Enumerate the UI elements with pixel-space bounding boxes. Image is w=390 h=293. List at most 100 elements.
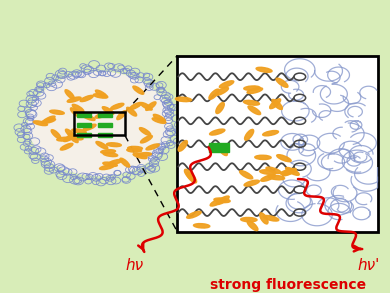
Bar (74, 113, 125, 135)
Text: hν': hν' (357, 258, 379, 272)
Ellipse shape (80, 95, 93, 102)
Ellipse shape (146, 144, 159, 150)
Ellipse shape (210, 198, 224, 206)
Ellipse shape (106, 143, 121, 146)
Ellipse shape (260, 213, 268, 224)
Ellipse shape (187, 173, 197, 183)
Ellipse shape (187, 211, 201, 218)
Bar (98, 123, 112, 127)
Ellipse shape (93, 94, 108, 98)
Ellipse shape (33, 121, 48, 126)
Ellipse shape (51, 130, 61, 139)
Ellipse shape (282, 168, 296, 176)
Ellipse shape (65, 90, 74, 99)
Ellipse shape (260, 170, 276, 174)
Ellipse shape (67, 97, 81, 102)
Ellipse shape (285, 168, 299, 175)
Ellipse shape (60, 143, 73, 150)
Ellipse shape (133, 154, 147, 159)
Ellipse shape (108, 159, 122, 165)
Ellipse shape (178, 141, 188, 151)
Ellipse shape (193, 224, 210, 228)
Ellipse shape (209, 89, 219, 99)
Ellipse shape (216, 103, 224, 114)
Ellipse shape (145, 102, 156, 110)
Circle shape (29, 72, 170, 176)
Ellipse shape (140, 128, 151, 135)
Ellipse shape (96, 90, 107, 98)
Ellipse shape (243, 100, 259, 105)
Ellipse shape (219, 81, 234, 88)
Text: hν: hν (126, 258, 144, 272)
Ellipse shape (269, 99, 281, 109)
Ellipse shape (280, 169, 296, 175)
Ellipse shape (263, 131, 278, 136)
Ellipse shape (214, 198, 230, 202)
Ellipse shape (215, 87, 229, 95)
Ellipse shape (133, 86, 144, 94)
Ellipse shape (263, 215, 279, 221)
Ellipse shape (245, 130, 254, 140)
Ellipse shape (137, 153, 151, 156)
Ellipse shape (268, 175, 285, 180)
Ellipse shape (266, 167, 281, 173)
Ellipse shape (152, 118, 166, 123)
Ellipse shape (128, 146, 142, 150)
Ellipse shape (140, 103, 152, 110)
Bar (98, 133, 112, 137)
Ellipse shape (241, 217, 257, 222)
Ellipse shape (102, 107, 114, 114)
Ellipse shape (99, 165, 114, 170)
Ellipse shape (68, 134, 78, 143)
Ellipse shape (57, 137, 71, 141)
Ellipse shape (272, 99, 282, 110)
Ellipse shape (127, 149, 142, 152)
Ellipse shape (176, 97, 191, 102)
Ellipse shape (276, 78, 288, 87)
Ellipse shape (256, 67, 272, 72)
Ellipse shape (244, 180, 259, 186)
Ellipse shape (95, 113, 108, 118)
Ellipse shape (184, 169, 194, 180)
Bar (77, 133, 91, 137)
Ellipse shape (83, 124, 96, 131)
Ellipse shape (50, 110, 64, 114)
Bar (77, 123, 91, 127)
Ellipse shape (120, 158, 130, 167)
Ellipse shape (71, 108, 80, 117)
Ellipse shape (277, 155, 291, 162)
Ellipse shape (261, 175, 275, 181)
Ellipse shape (96, 142, 108, 149)
Ellipse shape (66, 129, 75, 138)
Ellipse shape (127, 107, 136, 116)
Ellipse shape (72, 104, 84, 112)
Ellipse shape (41, 118, 55, 123)
Ellipse shape (255, 155, 271, 159)
Ellipse shape (72, 129, 86, 133)
Ellipse shape (111, 103, 124, 109)
Ellipse shape (247, 88, 262, 93)
Ellipse shape (248, 106, 261, 115)
Ellipse shape (153, 114, 165, 122)
Ellipse shape (101, 150, 115, 154)
Ellipse shape (69, 136, 83, 140)
Ellipse shape (64, 134, 75, 142)
Text: strong fluorescence: strong fluorescence (210, 277, 366, 292)
Ellipse shape (117, 110, 126, 120)
Ellipse shape (82, 114, 95, 120)
Ellipse shape (247, 221, 258, 231)
Ellipse shape (218, 145, 227, 156)
Ellipse shape (140, 136, 152, 143)
Bar (177, 55, 378, 232)
Ellipse shape (103, 152, 118, 156)
Ellipse shape (239, 171, 253, 179)
Ellipse shape (216, 196, 229, 205)
Bar (209, 143, 229, 152)
Bar (77, 113, 91, 117)
Ellipse shape (43, 116, 55, 123)
Bar (98, 113, 112, 117)
Ellipse shape (209, 129, 225, 135)
Ellipse shape (103, 162, 117, 166)
Ellipse shape (129, 103, 142, 110)
Ellipse shape (244, 86, 260, 90)
